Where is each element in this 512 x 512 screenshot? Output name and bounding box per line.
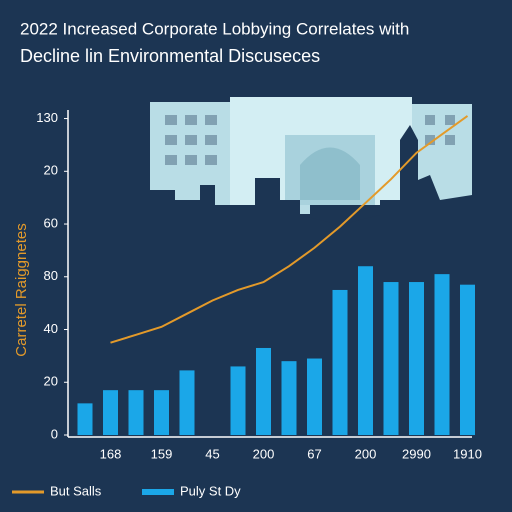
y-tick-label: 60: [44, 215, 58, 230]
bar: [434, 274, 450, 435]
chart-title: 2022 Increased Corporate Lobbying Correl…: [20, 19, 409, 38]
bar: [179, 370, 195, 435]
x-tick-label: 200: [253, 446, 275, 461]
y-tick-label: 20: [44, 163, 58, 178]
skyline: [150, 97, 472, 225]
bar: [103, 390, 118, 435]
bar: [332, 289, 348, 435]
bar: [77, 403, 93, 435]
bar: [307, 358, 322, 435]
x-tick-label: 159: [151, 446, 173, 461]
line: [110, 115, 469, 344]
chart-subtitle: Decline lin Environmental Discuseces: [20, 46, 320, 66]
x-tick-label: 168: [100, 446, 122, 461]
y-axis-label: Carretel Raiggnetes: [13, 223, 30, 356]
bar: [154, 390, 169, 435]
x-tick-label: 2990: [402, 446, 431, 461]
bar: [128, 390, 144, 435]
bar: [383, 282, 399, 435]
y-tick-label: 40: [44, 321, 58, 336]
x-tick-label: 67: [307, 446, 321, 461]
x-tick-label: 45: [205, 446, 219, 461]
bar: [409, 282, 424, 435]
legend-label: But Salls: [50, 483, 102, 498]
y-tick-label: 130: [36, 110, 58, 125]
x-tick-label: 1910: [453, 446, 482, 461]
bar: [281, 361, 297, 435]
bar: [256, 347, 271, 435]
legend-swatch: [142, 489, 174, 495]
y-tick-label: 0: [51, 426, 58, 441]
y-tick-label: 20: [44, 374, 58, 389]
legend-label: Puly St Dy: [180, 483, 241, 498]
bar: [358, 266, 373, 435]
x-tick-label: 200: [355, 446, 377, 461]
y-tick-label: 80: [44, 268, 58, 283]
bar: [230, 366, 246, 435]
bar: [460, 284, 475, 435]
